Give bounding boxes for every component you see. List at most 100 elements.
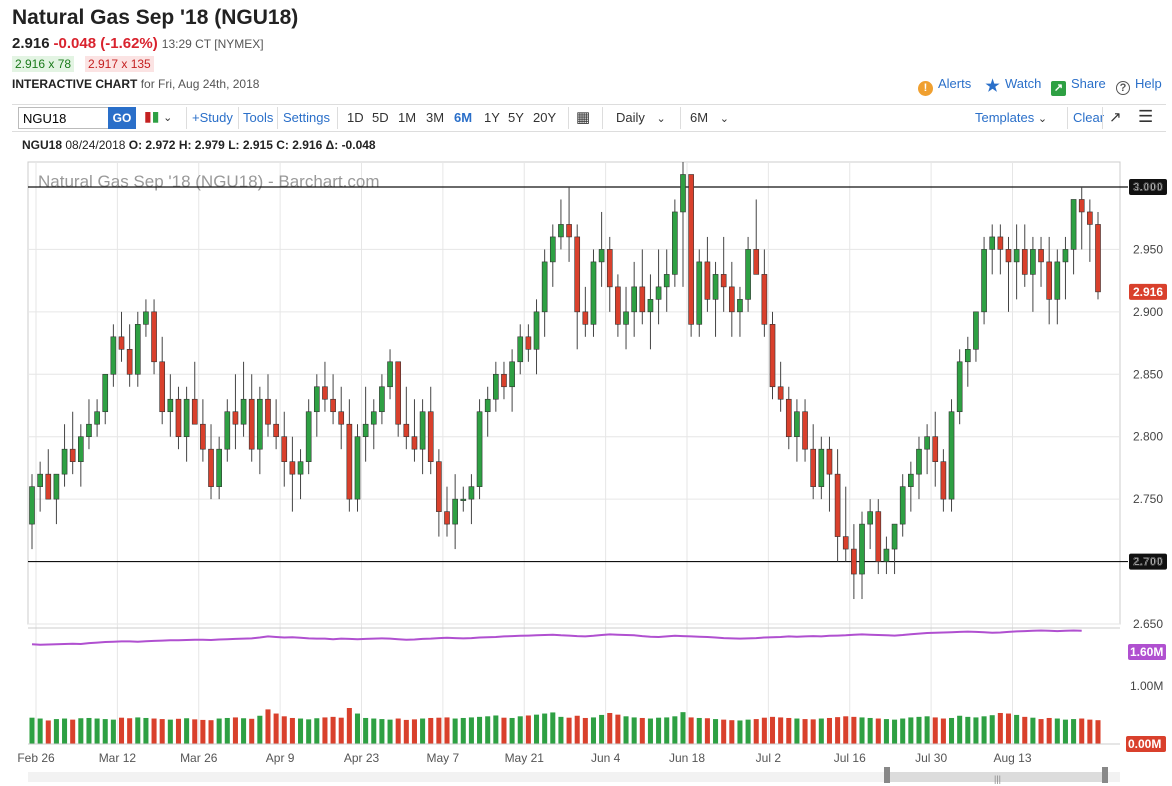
volume-bar[interactable] xyxy=(371,718,377,744)
candlestick[interactable] xyxy=(761,249,768,337)
volume-bar[interactable] xyxy=(900,718,906,744)
settings-button[interactable]: Settings xyxy=(283,110,330,125)
candlestick[interactable] xyxy=(509,349,515,412)
candlestick[interactable] xyxy=(427,386,434,475)
volume-bar[interactable] xyxy=(29,717,35,744)
candlestick[interactable] xyxy=(1013,224,1020,300)
volume-bar[interactable] xyxy=(1030,717,1036,744)
candlestick[interactable] xyxy=(167,374,174,437)
candlestick[interactable] xyxy=(395,361,402,437)
candlestick[interactable] xyxy=(411,399,418,462)
candlestick[interactable] xyxy=(143,299,149,337)
volume-bar[interactable] xyxy=(989,715,995,744)
scroller-window[interactable] xyxy=(888,772,1106,782)
candlestick[interactable] xyxy=(672,199,678,287)
candlestick[interactable] xyxy=(1021,224,1028,287)
candlestick[interactable] xyxy=(566,186,572,262)
volume-bar[interactable] xyxy=(590,717,597,744)
volume-bar[interactable] xyxy=(517,716,523,744)
volume-bar[interactable] xyxy=(582,717,588,744)
volume-bar[interactable] xyxy=(1079,718,1085,744)
volume-bar[interactable] xyxy=(411,719,417,744)
calendar-icon[interactable]: ▦ xyxy=(576,109,591,126)
candlestick[interactable] xyxy=(916,436,922,500)
symbol-input[interactable] xyxy=(18,107,112,129)
volume-bar[interactable] xyxy=(1046,717,1052,744)
volume-bar[interactable] xyxy=(249,718,255,744)
volume-bar[interactable] xyxy=(143,717,149,744)
candlestick[interactable] xyxy=(663,249,670,312)
candlestick[interactable] xyxy=(1087,199,1093,262)
candlestick[interactable] xyxy=(558,199,564,250)
volume-bar[interactable] xyxy=(859,717,865,744)
chart-type-selector[interactable]: ▮▮ ⌄ xyxy=(144,108,172,125)
volume-bar[interactable] xyxy=(184,718,190,744)
candlestick[interactable] xyxy=(574,224,581,350)
volume-bar[interactable] xyxy=(574,715,580,744)
candlestick[interactable] xyxy=(387,349,393,400)
candlestick[interactable] xyxy=(802,399,808,462)
volume-bar[interactable] xyxy=(241,718,247,744)
candlestick[interactable] xyxy=(981,236,987,325)
volume-bar[interactable] xyxy=(257,715,263,744)
volume-bar[interactable] xyxy=(639,717,645,744)
volume-bar[interactable] xyxy=(420,718,426,744)
candlestick[interactable] xyxy=(615,274,621,337)
volume-bar[interactable] xyxy=(688,717,694,744)
period-6m[interactable]: 6M xyxy=(454,110,473,125)
period-1d[interactable]: 1D xyxy=(347,110,364,125)
volume-bar[interactable] xyxy=(525,715,531,744)
candlestick[interactable] xyxy=(834,449,841,562)
candlestick[interactable] xyxy=(728,261,735,337)
volume-bar[interactable] xyxy=(53,719,59,744)
volume-bar[interactable] xyxy=(1062,719,1068,744)
candlestick[interactable] xyxy=(1062,236,1069,300)
candlestick[interactable] xyxy=(932,411,939,487)
candlestick[interactable] xyxy=(257,386,263,475)
candlestick[interactable] xyxy=(875,499,882,575)
candlestick[interactable] xyxy=(338,386,345,450)
volume-bar[interactable] xyxy=(916,716,922,744)
candlestick[interactable] xyxy=(86,399,92,450)
candlestick[interactable] xyxy=(606,236,613,312)
candlestick[interactable] xyxy=(1054,249,1061,325)
candlestick[interactable] xyxy=(126,324,133,387)
period-20y[interactable]: 20Y xyxy=(533,110,557,125)
volume-bar[interactable] xyxy=(932,717,938,744)
volume-bar[interactable] xyxy=(110,719,116,744)
candlestick[interactable] xyxy=(745,236,751,312)
candlestick[interactable] xyxy=(777,361,784,412)
candlestick[interactable] xyxy=(379,374,385,425)
volume-bar[interactable] xyxy=(436,717,442,744)
volume-bar[interactable] xyxy=(647,718,653,744)
candlestick[interactable] xyxy=(842,486,849,562)
period-5d[interactable]: 5D xyxy=(372,110,389,125)
candlestick[interactable] xyxy=(419,399,426,475)
volume-bar[interactable] xyxy=(533,714,540,744)
menu-icon[interactable]: ☰ xyxy=(1138,107,1154,126)
candlestick[interactable] xyxy=(281,411,288,487)
volume-bar[interactable] xyxy=(281,716,287,744)
volume-bar[interactable] xyxy=(542,713,548,744)
volume-bar[interactable] xyxy=(314,718,320,744)
candlestick[interactable] xyxy=(118,311,125,362)
candlestick[interactable] xyxy=(460,486,467,512)
volume-bar[interactable] xyxy=(745,719,751,744)
volume-bar[interactable] xyxy=(599,714,605,744)
volume-bar[interactable] xyxy=(224,717,230,744)
volume-bar[interactable] xyxy=(94,718,100,744)
volume-bar[interactable] xyxy=(1087,719,1093,744)
volume-bar[interactable] xyxy=(786,717,792,744)
candlestick[interactable] xyxy=(403,386,410,450)
candlestick[interactable] xyxy=(810,424,817,500)
volume-bar[interactable] xyxy=(940,718,946,744)
candlestick[interactable] xyxy=(1038,236,1044,287)
candlestick[interactable] xyxy=(110,324,117,387)
candlestick[interactable] xyxy=(69,411,76,475)
candlestick[interactable] xyxy=(224,399,231,462)
volume-bar[interactable] xyxy=(444,717,450,744)
candlestick[interactable] xyxy=(484,386,491,437)
volume-bar[interactable] xyxy=(175,718,181,744)
candlestick[interactable] xyxy=(582,286,589,337)
